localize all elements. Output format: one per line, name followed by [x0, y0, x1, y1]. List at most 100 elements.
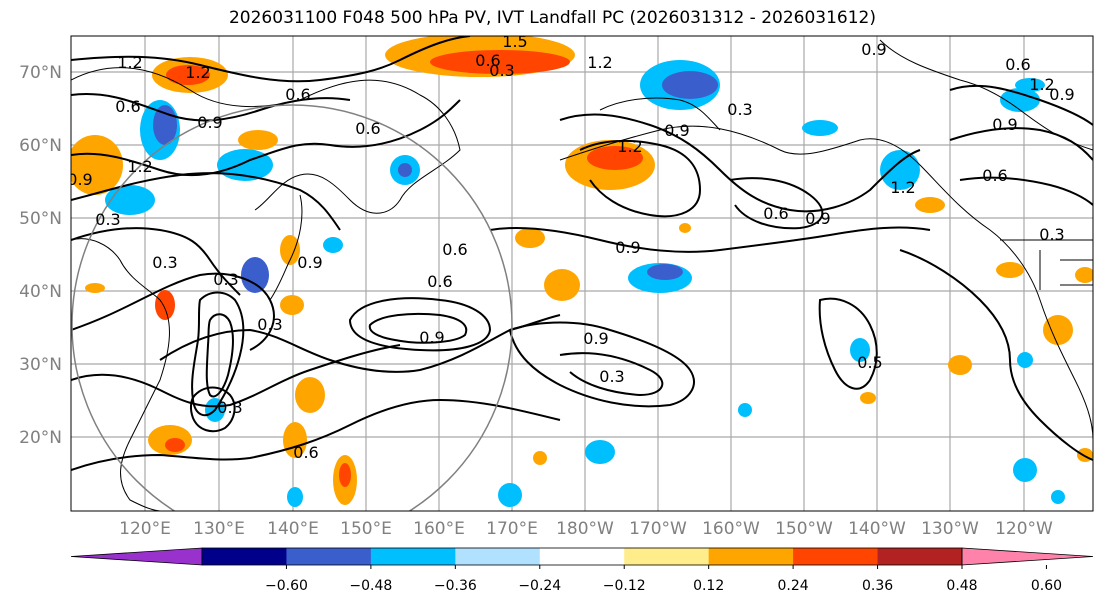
lon-label: 160°E [413, 519, 465, 539]
lon-label: 160°W [702, 519, 760, 539]
lat-label: 70°N [19, 63, 62, 83]
contour-label: 0.5 [857, 353, 882, 372]
pv-shading [71, 36, 1093, 507]
shade-blob [587, 146, 643, 170]
colorbar-tick-label: 0.12 [693, 578, 724, 594]
shade-blob [948, 355, 972, 375]
shade-blob [738, 403, 752, 417]
contour-label: 1.2 [185, 63, 210, 82]
na-coast [559, 125, 1093, 441]
graticule [71, 36, 1093, 511]
contour-label: 1.2 [1029, 75, 1054, 94]
colorbar-tick-label: −0.24 [518, 578, 561, 594]
shade-blob [280, 295, 304, 315]
shade-blob [1013, 458, 1037, 482]
shade-blob [105, 185, 155, 215]
shade-blob [339, 463, 351, 487]
pv-contours [71, 36, 1093, 471]
map-frame [70, 35, 1094, 512]
shade-blob [1000, 88, 1040, 112]
shade-blob [1017, 352, 1033, 368]
shade-blob [166, 65, 210, 85]
shade-blob [585, 440, 615, 464]
contour-label: 0.9 [297, 253, 322, 272]
contour-label: 0.6 [285, 85, 310, 104]
lon-label: 170°W [629, 519, 687, 539]
shade-blob [1043, 315, 1073, 345]
contour-label: 0.9 [419, 328, 444, 347]
colorbar: −0.60 −0.48 −0.36 −0.24 −0.12 0.12 0.24 0.36 0.4… [70, 547, 1094, 594]
shade-blob [996, 262, 1024, 278]
japan-coast [269, 194, 303, 301]
chart-title: 2026031100 F048 500 hPa PV, IVT Landfall… [228, 8, 876, 28]
shade-blob [915, 197, 945, 213]
contour-label: 0.3 [727, 100, 752, 119]
contour-label: 0.3 [1039, 225, 1064, 244]
contour-label: 0.6 [115, 97, 140, 116]
shade-blob [1075, 267, 1093, 283]
contour-label: 1.2 [127, 157, 152, 176]
contour-label: 0.6 [1005, 55, 1030, 74]
colorbar-tick-label: −0.12 [603, 578, 646, 594]
colorbar-segment [793, 548, 879, 565]
contour-labels: 1.21.21.50.60.3 1.20.60.90.6 0.30.90.60.91… [67, 32, 1075, 462]
contour-label: 0.9 [583, 329, 608, 348]
contour-label: 0.3 [152, 253, 177, 272]
colorbar-segment [370, 548, 456, 565]
contour-label: 0.3 [257, 315, 282, 334]
colorbar-tick-label: 0.36 [862, 578, 893, 594]
contour-label: 0.9 [664, 121, 689, 140]
shade-blob [1051, 490, 1065, 504]
lon-label: 120°E [119, 519, 171, 539]
contour-label: 0.6 [763, 204, 788, 223]
colorbar-segment [539, 548, 625, 565]
landfall-radius-circle [71, 104, 513, 511]
colorbar-tick-label: −0.60 [265, 578, 308, 594]
colorbar-tick-label: 0.60 [1031, 578, 1062, 594]
latitude-labels: 70°N 60°N 50°N 40°N 30°N 20°N [19, 63, 62, 448]
shade-blob [165, 438, 185, 452]
colorbar-segment [624, 548, 710, 565]
shade-blob [295, 377, 325, 413]
shade-blob [802, 120, 838, 136]
shade-blob [515, 228, 545, 248]
lon-label: 150°W [775, 519, 833, 539]
lat-label: 50°N [19, 209, 62, 229]
shade-blob [155, 290, 175, 320]
contour-label: 0.6 [293, 443, 318, 462]
shade-blob [238, 130, 278, 150]
colorbar-segment [877, 548, 963, 565]
contour-label: 0.3 [489, 61, 514, 80]
shade-blob [287, 487, 303, 507]
colorbar-tick-label: −0.36 [434, 578, 477, 594]
longitude-labels: 120°E 130°E 140°E 150°E 160°E 170°E 180°W 170°W… [119, 519, 1053, 539]
lat-label: 60°N [19, 136, 62, 156]
lon-label: 140°E [267, 519, 319, 539]
colorbar-tick-label: 0.24 [778, 578, 809, 594]
shade-blob [850, 338, 870, 362]
contour-label: 1.2 [117, 53, 142, 72]
asia-coast [71, 238, 170, 511]
shade-blob [430, 50, 570, 74]
contour-label: 0.9 [1049, 85, 1074, 104]
colorbar-segment [202, 548, 287, 565]
contour-label: 1.5 [502, 32, 527, 51]
shade-blob [533, 451, 547, 465]
shade-blob [85, 283, 105, 293]
lon-label: 130°E [193, 519, 245, 539]
colorbar-outline [201, 547, 963, 566]
shade-blob [679, 223, 691, 233]
contour-label: 0.9 [615, 238, 640, 257]
shade-blob [241, 257, 269, 293]
alaska-coast [599, 97, 721, 131]
contour-label: 0.9 [992, 115, 1017, 134]
contour-label: 0.9 [197, 113, 222, 132]
contour-label: 0.9 [805, 209, 830, 228]
contour-label: 0.3 [213, 270, 238, 289]
lon-label: 150°E [340, 519, 392, 539]
contour-label: 0.9 [67, 170, 92, 189]
contour-label: 1.2 [890, 178, 915, 197]
shade-blob [71, 135, 123, 195]
contour-label: 0.6 [442, 240, 467, 259]
